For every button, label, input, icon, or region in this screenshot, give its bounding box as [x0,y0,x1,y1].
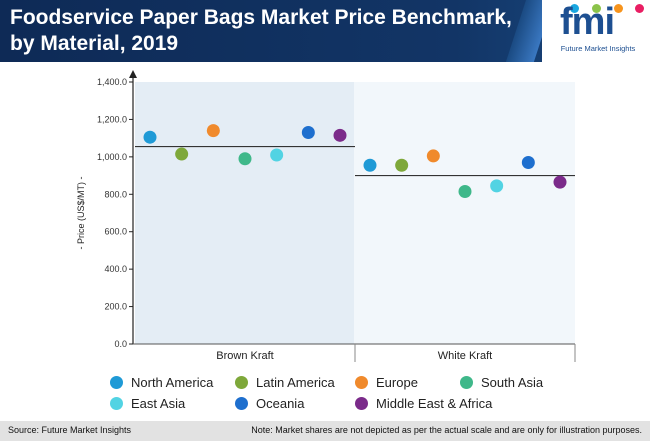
data-point [175,147,189,161]
logo-wordmark: fmi [560,1,615,43]
y-tick-label: 200.0 [104,302,127,312]
legend-label: East Asia [131,395,186,411]
legend-marker [460,375,473,389]
legend-label: Oceania [256,395,305,411]
legend-marker [355,396,368,410]
legend-label: South Asia [481,374,544,390]
legend-label: Middle East & Africa [376,395,493,411]
data-point [143,130,157,144]
legend-marker [110,375,123,389]
data-point [521,155,535,169]
footer-bar: Source: Future Market Insights Note: Mar… [0,421,650,441]
x-category-label: Brown Kraft [216,350,273,362]
logo-dot-4 [635,4,644,13]
data-point [333,128,347,142]
x-category-label: White Kraft [438,350,492,362]
y-tick-label: 400.0 [104,264,127,274]
legend-item: Latin America [235,372,335,392]
white-kraft-panel [354,82,575,344]
price-benchmark-chart: 0.0 200.0 400.0 600.0 800.0 1,000.0 1,200.0 1,4… [76,70,576,362]
chart-legend: North America Latin America Europe South As… [110,372,580,414]
y-tick-label: 0.0 [114,339,127,349]
data-point [395,158,409,172]
legend-marker [235,396,248,410]
fmi-logo: fmi Future Market Insights [542,0,650,62]
legend-item: Oceania [235,393,304,413]
legend-marker [355,375,368,389]
legend-label: Latin America [256,374,335,390]
y-tick-label: 1,000.0 [97,152,127,162]
legend-item: Europe [355,372,418,392]
legend-item: North America [110,372,213,392]
y-tick-label: 1,200.0 [97,114,127,124]
legend-marker [110,396,123,410]
source-note: Source: Future Market Insights [8,425,132,435]
brown-kraft-panel [135,82,354,344]
y-axis-arrow [129,70,137,78]
legend-marker [235,375,248,389]
logo-dot-1 [570,4,579,13]
data-point [363,158,377,172]
data-point [458,184,472,198]
data-point [490,179,504,193]
legend-item: South Asia [460,372,543,392]
legend-label: Europe [376,374,418,390]
data-point [206,124,220,138]
y-tick-label: 600.0 [104,227,127,237]
data-point [270,148,284,162]
page-title: Foodservice Paper Bags Market Price Benc… [10,6,512,55]
y-tick-label: 1,400.0 [97,77,127,87]
y-axis-title: - Price (US$/MT) - [76,176,86,249]
legend-label: North America [131,374,214,390]
disclaimer-note: Note: Market shares are not depicted as … [251,425,642,435]
logo-dot-3 [614,4,623,13]
y-tick-label: 800.0 [104,189,127,199]
data-point [426,149,440,163]
legend-item: East Asia [110,393,185,413]
data-point [238,152,252,166]
logo-dot-2 [592,4,601,13]
legend-item: Middle East & Africa [355,393,492,413]
data-point [553,175,567,189]
logo-subtitle: Future Market Insights [560,44,636,53]
data-point [301,126,315,140]
header-banner: Foodservice Paper Bags Market Price Benc… [0,0,650,62]
